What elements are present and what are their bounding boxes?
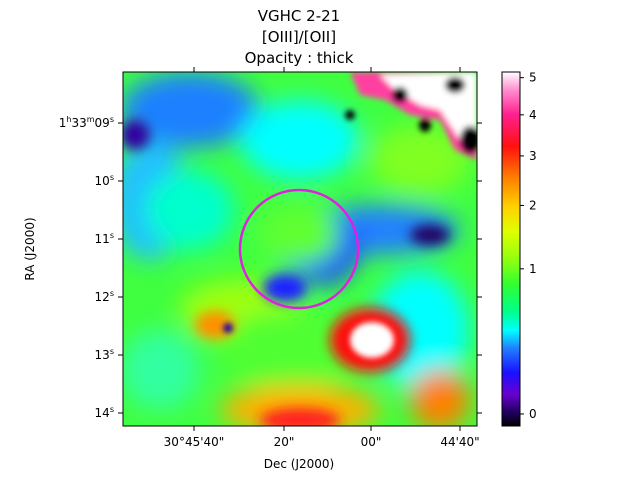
colorbar-tick-label: 2 (529, 198, 537, 212)
x-axis: 30°45'40" 20" 00" 44'40" Dec (J2000) (164, 67, 480, 471)
y-tick-label: 12s (95, 289, 114, 304)
colorbar-tick-label: 4 (529, 108, 537, 122)
colorbar-tick-label: 1 (529, 262, 537, 276)
colorbar-ticks: 5 4 3 2 1 0 (520, 71, 537, 421)
heatmap-image (123, 72, 477, 426)
y-tick-label: 10s (95, 173, 114, 188)
y-tick-label: 1h33m09s (59, 115, 114, 130)
title-line-3: Opacity : thick (245, 49, 354, 67)
y-tick-label: 14s (95, 405, 114, 420)
plot-frame (122, 71, 478, 427)
title-line-2: [OIII]/[OII] (262, 28, 336, 46)
x-tick-label: 30°45'40" (164, 435, 225, 449)
aperture-circle (238, 188, 360, 310)
colorbar: 5 4 3 2 1 0 (501, 71, 537, 427)
y-tick-label: 13s (95, 347, 114, 362)
y-tick-label: 11s (95, 231, 114, 246)
x-axis-label: Dec (J2000) (264, 457, 334, 471)
colorbar-tick-label: 5 (529, 71, 537, 85)
y-axis: 1h33m09s 10s 11s 12s 13s 14s RA (J2000) (23, 115, 482, 420)
x-tick-label: 00" (361, 435, 382, 449)
chart-title: VGHC 2-21 [OIII]/[OII] Opacity : thick (245, 7, 354, 67)
y-axis-label: RA (J2000) (23, 217, 37, 280)
title-line-1: VGHC 2-21 (258, 7, 340, 25)
colorbar-tick-label: 0 (529, 407, 537, 421)
colorbar-gradient (501, 71, 521, 427)
x-tick-label: 44'40" (440, 435, 479, 449)
x-tick-label: 20" (274, 435, 295, 449)
colorbar-tick-label: 3 (529, 149, 537, 163)
